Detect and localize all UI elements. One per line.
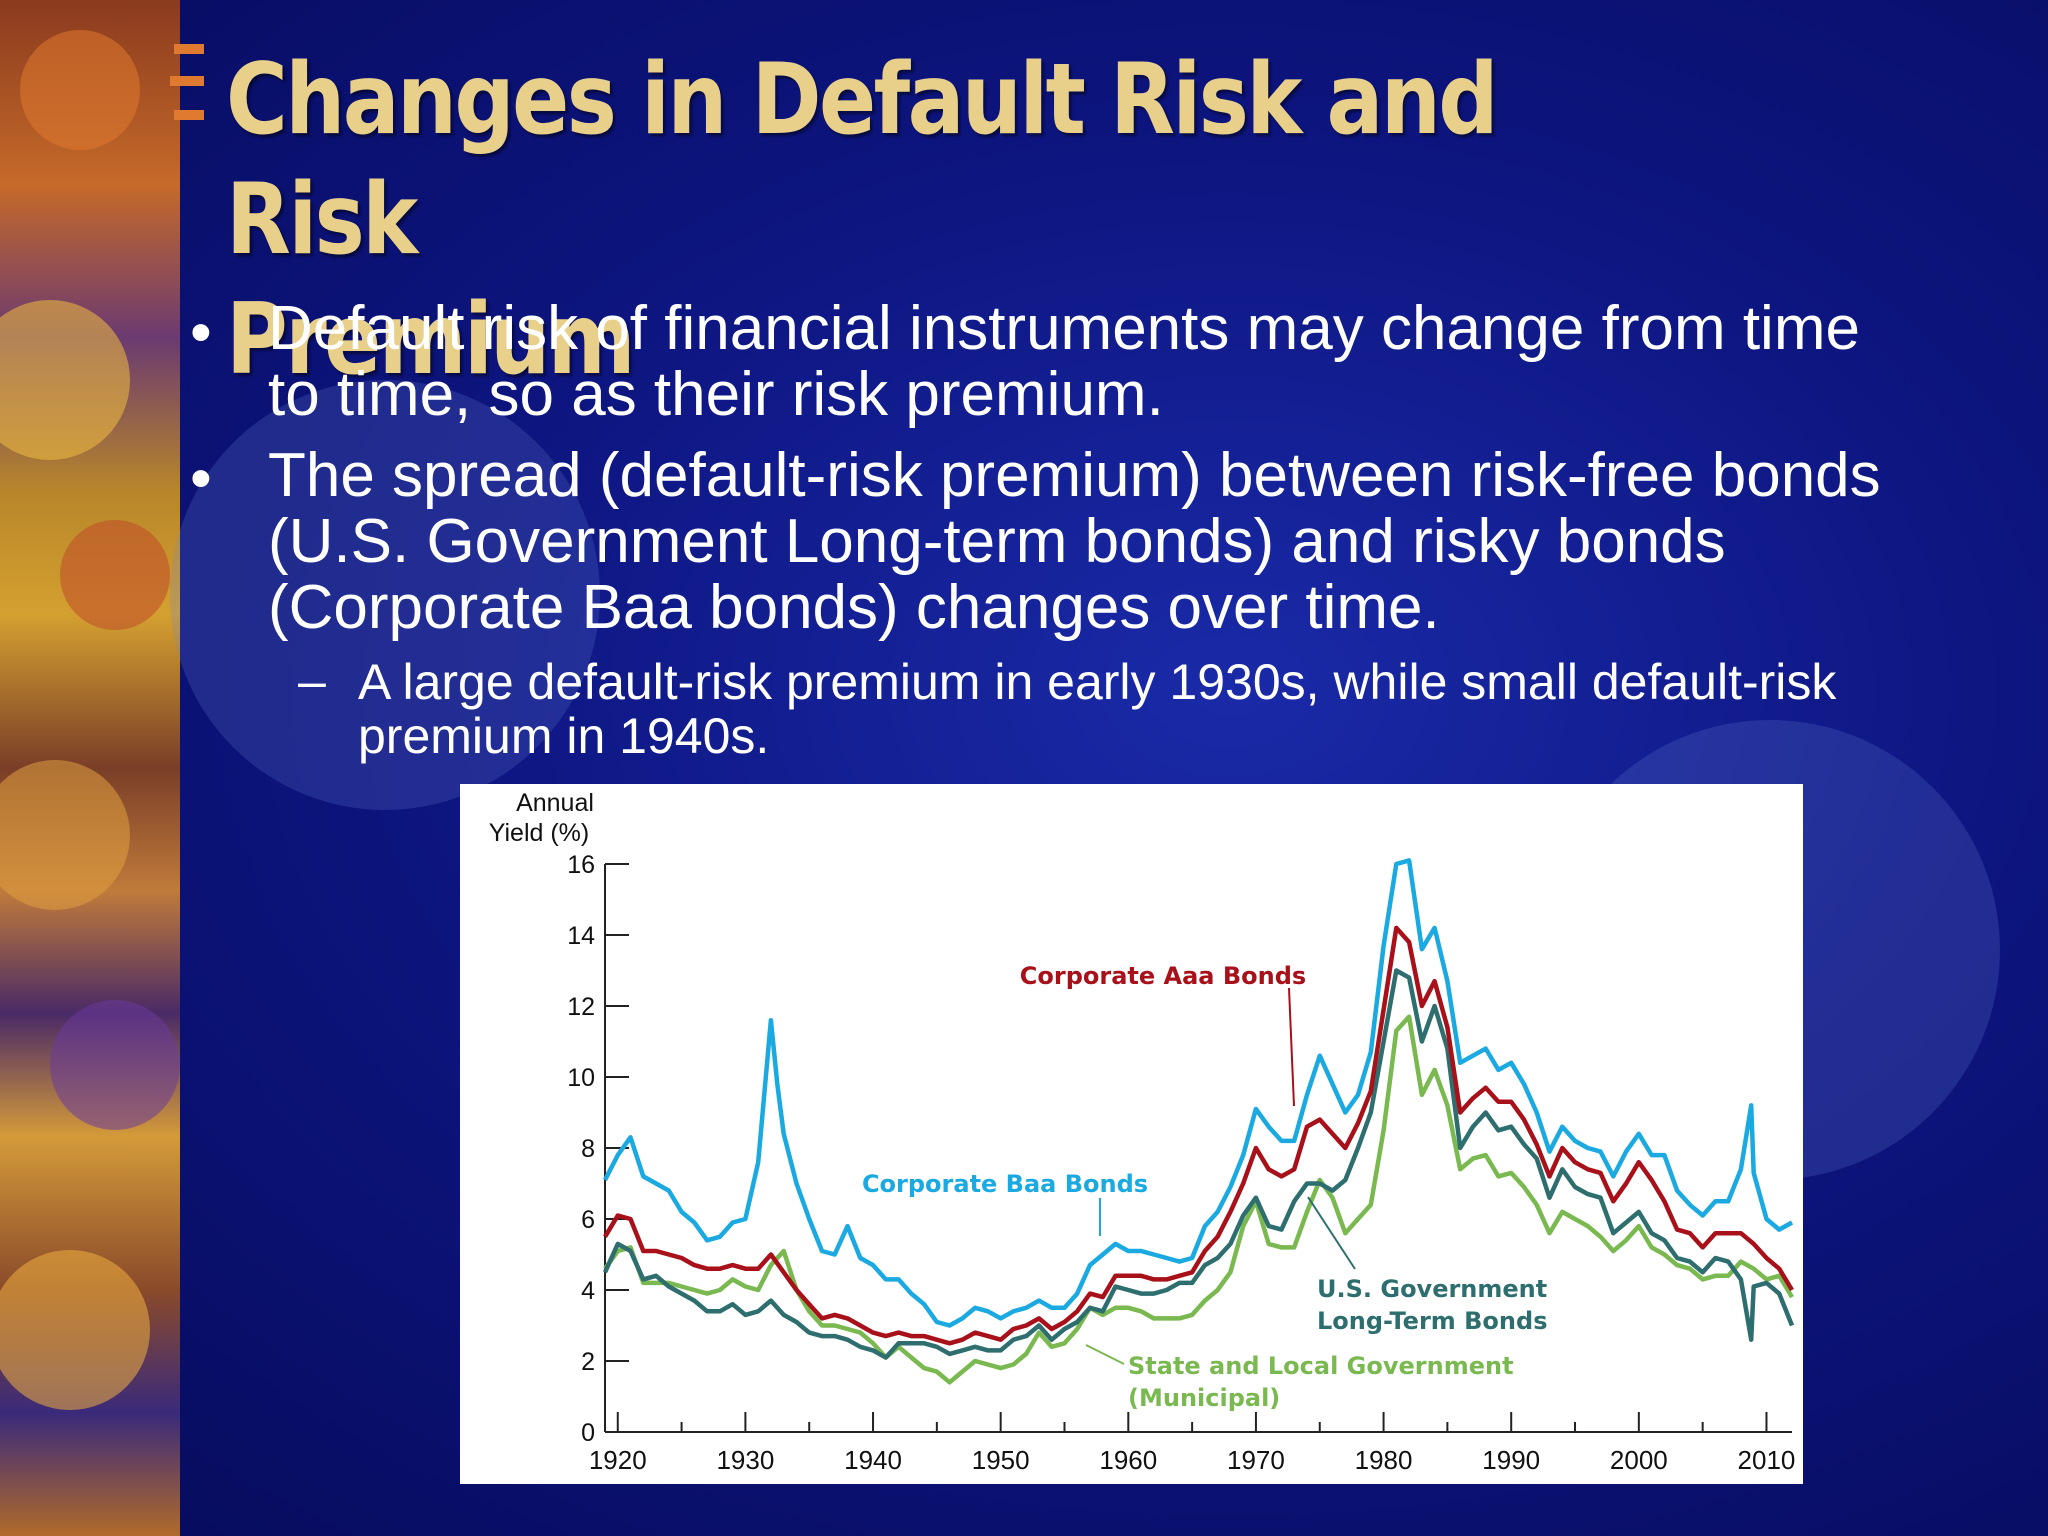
annotation-label-baa: Corporate Baa Bonds [862, 1170, 1148, 1198]
y-tick-label: 10 [567, 1064, 595, 1092]
y-axis-label-line1: Annual [516, 789, 594, 817]
x-tick-label: 1940 [844, 1445, 902, 1475]
sub-bullet-text: A large default-risk premium in early 19… [358, 654, 1837, 764]
y-tick-label: 8 [581, 1135, 595, 1163]
slide-title: Changes in Default Risk and Risk Premium [226, 43, 1499, 397]
y-tick-label: 14 [567, 922, 595, 950]
series-line-baa [602, 858, 1794, 1328]
annotation-label-aaa: Corporate Aaa Bonds [1020, 962, 1306, 990]
annotation-leader-muni [1085, 1344, 1125, 1365]
yield-chart-svg: Annual Yield (%) 0 2 4 6 8 10 12 14 16 1920 1930 19… [489, 789, 1796, 1475]
annotation-leader-govt [1307, 1196, 1356, 1270]
x-tick-label: 1980 [1355, 1445, 1413, 1475]
x-tick-label: 2010 [1738, 1445, 1796, 1475]
bullet-text-2: The spread (default-risk premium) betwee… [268, 441, 1881, 642]
bullet-marker: • [190, 444, 212, 513]
y-tick-label: 2 [581, 1348, 595, 1376]
x-tick-label: 1930 [716, 1445, 774, 1475]
annotation-label-muni: State and Local Government [1128, 1352, 1514, 1380]
bullet-text-1: Default risk of financial instruments ma… [268, 294, 1860, 429]
series-line-govt [602, 968, 1795, 1360]
x-tick-label: 1990 [1482, 1445, 1540, 1475]
x-tick-label: 1970 [1227, 1445, 1285, 1475]
x-tick-label: 1920 [589, 1445, 647, 1475]
annotation-label-muni: (Municipal) [1128, 1384, 1280, 1412]
y-tick-label: 4 [581, 1277, 595, 1305]
annotation-leader-aaa [1288, 987, 1295, 1107]
annotation-label-govt: U.S. Government [1317, 1275, 1547, 1303]
x-tick-label: 1950 [972, 1445, 1030, 1475]
sub-bullet-marker: – [298, 653, 326, 709]
gear-icon [170, 44, 204, 120]
y-tick-label: 12 [567, 993, 595, 1021]
yield-chart: Annual Yield (%) 0 2 4 6 8 10 12 14 16 1920 1930 19… [460, 784, 1803, 1484]
series-line-muni [603, 1014, 1794, 1385]
annotation-label-govt: Long-Term Bonds [1317, 1307, 1547, 1335]
x-tick-label: 1960 [1099, 1445, 1157, 1475]
y-axis-label-line2: Yield (%) [489, 819, 590, 847]
x-tick-label: 2000 [1610, 1445, 1668, 1475]
bullet-marker: • [190, 298, 212, 367]
decorative-sidebar [0, 0, 180, 1536]
y-tick-label: 0 [581, 1419, 595, 1447]
background-gear-decoration [170, 380, 600, 810]
y-tick-label: 6 [581, 1206, 595, 1234]
series-line-aaa [603, 925, 1794, 1346]
y-tick-label: 16 [567, 851, 595, 879]
